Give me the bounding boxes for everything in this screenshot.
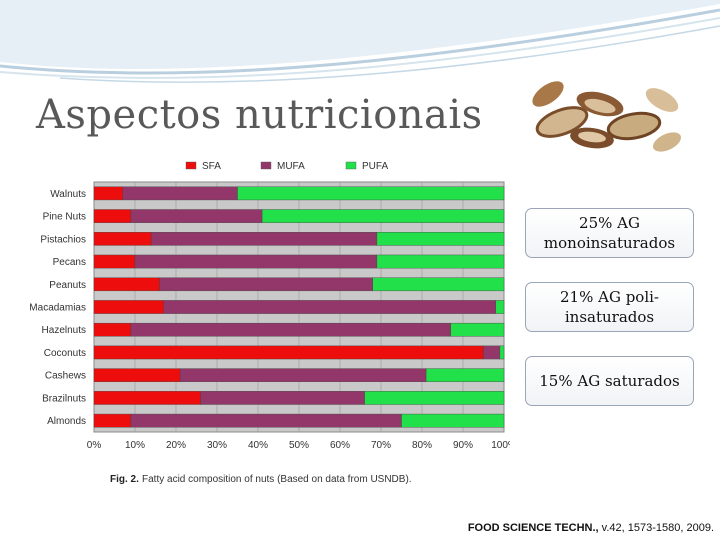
bar-sfa [93,345,484,360]
citation: FOOD SCIENCE TECHN., v.42, 1573-1580, 20… [468,522,714,534]
category-label: Coconuts [44,348,86,359]
bar-mufa [151,232,378,246]
bar-sfa [93,391,201,405]
bar-sfa [93,186,123,201]
x-tick-label: 100% [491,440,510,451]
bar-mufa [130,209,263,223]
bar-sfa [93,209,132,223]
category-label: Pecans [53,257,86,268]
bar-pufa [401,413,505,428]
info-box-sfa-text: 15% AG saturados [539,372,680,390]
info-box-mufa: 25% AG monoinsaturados [525,208,694,258]
category-label: Peanuts [49,280,86,291]
bar-pufa [499,345,505,360]
info-box-pufa-text: 21% AG poli-insaturados [560,288,659,326]
category-label: Pistachios [40,234,86,245]
category-label: Walnuts [50,189,86,200]
chart-caption-text: Fatty acid composition of nuts (Based on… [142,474,412,485]
bar-sfa [93,254,136,269]
bar-sfa [93,322,132,337]
x-tick-label: 60% [330,440,350,451]
x-tick-label: 90% [453,440,473,451]
legend-swatch-sfa [185,161,197,170]
bar-pufa [376,232,505,246]
citation-journal: FOOD SCIENCE TECHN., [467,522,599,534]
decorative-swoosh [0,0,720,83]
info-box-pufa: 21% AG poli-insaturados [525,282,694,332]
category-label: Brazilnuts [42,393,86,404]
legend-label-pufa: PUFA [362,161,388,172]
bar-sfa [93,277,160,292]
bar-pufa [261,209,505,223]
brazil-nuts-photo [522,70,687,160]
fatty-acid-chart: Walnuts Pine Nuts Pistachios Pecans Peanuts M… [16,142,510,488]
bar-mufa [130,322,451,337]
citation-details: v.42, 1573-1580, 2009. [598,522,714,534]
info-box-mufa-text: 25% AG monoinsaturados [543,214,676,252]
bar-mufa [134,254,378,269]
x-tick-label: 10% [125,440,145,451]
legend-swatch-pufa [345,161,357,170]
x-tick-label: 80% [412,440,432,451]
bar-pufa [364,391,505,405]
bar-mufa [159,277,374,292]
bar-pufa [495,300,505,314]
legend-swatch-mufa [260,161,272,170]
info-box-sfa: 15% AG saturados [525,356,694,406]
legend-label-sfa: SFA [202,161,221,172]
bar-mufa [122,186,238,201]
category-label: Hazelnuts [42,325,86,336]
bar-pufa [450,322,505,337]
bar-pufa [372,277,505,292]
x-tick-label: 50% [289,440,309,451]
bar-mufa [179,368,427,382]
bar-mufa [130,413,402,428]
bar-mufa [163,300,497,314]
bar-sfa [93,232,152,246]
chart-caption-label: Fig. 2. [110,474,139,485]
bar-sfa [93,368,181,382]
chart-svg: Walnuts Pine Nuts Pistachios Pecans Peanuts M… [29,161,510,485]
category-label: Pine Nuts [43,212,86,223]
x-tick-label: 40% [248,440,268,451]
bar-sfa [93,300,164,314]
category-label: Macadamias [29,303,86,314]
bar-pufa [425,368,505,382]
x-tick-label: 20% [166,440,186,451]
x-tick-label: 30% [207,440,227,451]
x-tick-label: 70% [371,440,391,451]
bar-mufa [483,345,501,360]
slide-title: Aspectos nutricionais [36,92,483,138]
category-label: Almonds [47,416,86,427]
bar-mufa [200,391,365,405]
bar-pufa [237,186,505,201]
x-tick-label: 0% [87,440,102,451]
category-label: Cashews [45,371,86,382]
bar-sfa [93,413,132,428]
legend-label-mufa: MUFA [277,161,305,172]
bar-pufa [376,254,505,269]
